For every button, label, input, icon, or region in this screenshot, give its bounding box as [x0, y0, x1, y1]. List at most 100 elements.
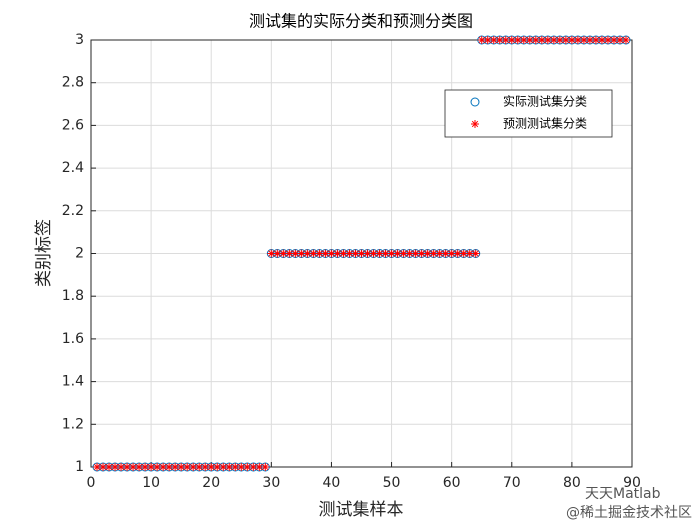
point	[177, 463, 186, 471]
point	[267, 249, 276, 258]
x-tick-label: 80	[563, 475, 581, 491]
point	[219, 463, 228, 471]
point	[321, 249, 330, 258]
point	[405, 249, 414, 258]
point	[297, 249, 306, 258]
point	[207, 463, 216, 471]
legend-label: 预测测试集分类	[503, 116, 587, 131]
point	[339, 249, 348, 258]
y-tick-label: 1.4	[62, 374, 84, 390]
y-tick-label: 2.6	[62, 117, 84, 133]
point	[309, 249, 318, 258]
point	[129, 463, 138, 471]
point	[417, 249, 426, 258]
point	[135, 463, 144, 471]
point	[387, 249, 396, 258]
point	[501, 36, 510, 44]
point	[459, 249, 468, 258]
point	[195, 463, 204, 471]
point	[285, 249, 294, 258]
y-tick-label: 2.2	[62, 203, 84, 219]
point	[507, 36, 516, 44]
point	[513, 36, 522, 44]
y-tick-label: 1.6	[62, 331, 84, 347]
point	[591, 36, 600, 44]
point	[381, 249, 390, 258]
watermark: 天天Matlab	[585, 486, 661, 502]
legend-label: 实际测试集分类	[503, 94, 587, 109]
point	[549, 36, 558, 44]
point	[165, 463, 174, 471]
legend-marker	[471, 120, 479, 128]
point	[447, 249, 456, 258]
point	[579, 36, 588, 44]
y-tick-label: 1.8	[62, 288, 84, 304]
point	[363, 249, 372, 258]
point	[327, 249, 336, 258]
point	[279, 249, 288, 258]
point	[537, 36, 546, 44]
point	[273, 249, 282, 258]
point	[519, 36, 528, 44]
point	[615, 36, 624, 44]
x-tick-label: 40	[323, 475, 341, 491]
point	[435, 249, 444, 258]
x-tick-label: 20	[202, 475, 220, 491]
point	[147, 463, 156, 471]
point	[597, 36, 606, 44]
point	[171, 463, 180, 471]
point	[291, 249, 300, 258]
y-tick-label: 2	[75, 246, 84, 262]
watermark: @稀土掘金技术社区	[566, 505, 692, 521]
legend-box	[444, 89, 613, 138]
point	[471, 249, 480, 258]
x-tick-label: 50	[383, 475, 401, 491]
point	[255, 463, 264, 471]
point	[489, 36, 498, 44]
point	[357, 249, 366, 258]
point	[315, 249, 324, 258]
point	[351, 249, 360, 258]
point	[123, 463, 132, 471]
point	[429, 249, 438, 258]
y-tick-label: 1	[75, 459, 84, 475]
point	[585, 36, 594, 44]
point	[261, 463, 270, 471]
x-tick-label: 60	[443, 475, 461, 491]
point	[201, 463, 210, 471]
point	[555, 36, 564, 44]
point	[609, 36, 618, 44]
y-tick-label: 2.8	[62, 75, 84, 91]
point	[249, 463, 258, 471]
point	[243, 463, 252, 471]
axes-box	[90, 39, 633, 468]
point	[393, 249, 402, 258]
point	[231, 463, 240, 471]
point	[99, 463, 108, 471]
point	[465, 249, 474, 258]
point	[543, 36, 552, 44]
point	[441, 249, 450, 258]
point	[345, 249, 354, 258]
x-tick-label: 70	[503, 475, 521, 491]
point	[303, 249, 312, 258]
point	[603, 36, 612, 44]
point	[573, 36, 582, 44]
point	[477, 36, 486, 44]
point	[567, 36, 576, 44]
point	[423, 249, 432, 258]
point	[183, 463, 192, 471]
y-tick-label: 2.4	[62, 160, 84, 176]
point	[105, 463, 114, 471]
chart-title: 测试集的实际分类和预测分类图	[249, 12, 473, 31]
point	[213, 463, 222, 471]
point	[411, 249, 420, 258]
point	[561, 36, 570, 44]
y-axis-label: 类别标签	[34, 219, 54, 287]
x-tick-label: 10	[142, 475, 160, 491]
point	[399, 249, 408, 258]
point	[93, 463, 102, 471]
point	[111, 463, 120, 471]
point	[225, 463, 234, 471]
